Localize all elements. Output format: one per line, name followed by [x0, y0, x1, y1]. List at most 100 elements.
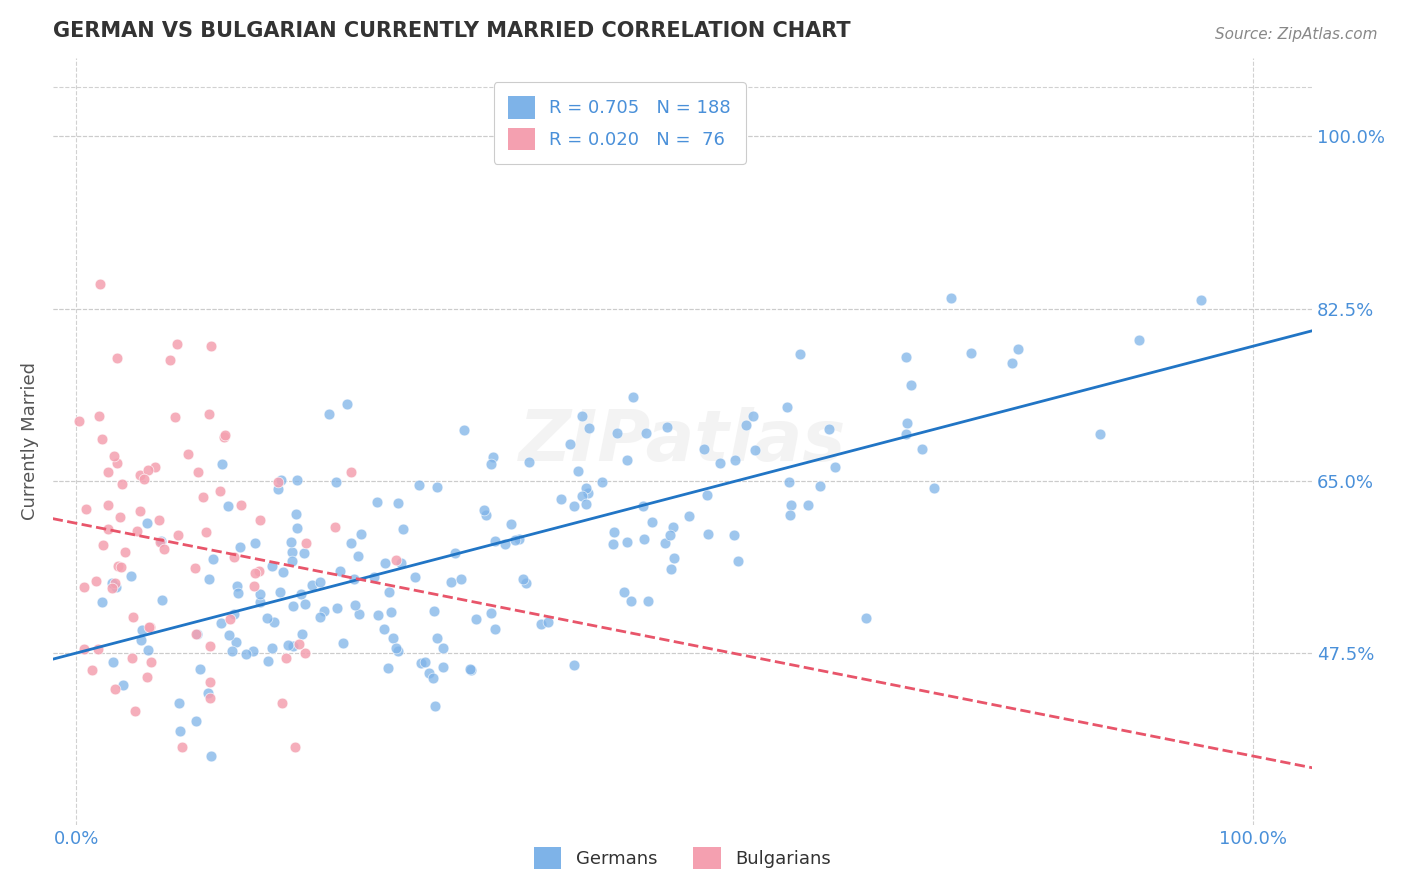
Point: [387, 496, 409, 510]
Point: [150, 592, 173, 607]
Point: [257, 654, 280, 668]
Point: [91, 432, 114, 446]
Point: [176, 447, 198, 461]
Point: [90, 595, 112, 609]
Point: [101, 655, 124, 669]
Point: [80, 664, 103, 678]
Point: [616, 534, 638, 549]
Point: [148, 513, 170, 527]
Point: [143, 460, 166, 475]
Point: [404, 570, 426, 584]
Point: [97, 522, 120, 536]
Point: [294, 647, 316, 661]
Point: [249, 587, 271, 601]
Point: [166, 336, 188, 351]
Point: [380, 605, 402, 619]
Point: [235, 647, 257, 661]
Point: [290, 586, 312, 600]
Point: [620, 594, 643, 608]
Point: [591, 475, 613, 489]
Point: [212, 429, 235, 443]
Point: [959, 345, 981, 359]
Point: [287, 473, 309, 487]
Point: [602, 537, 624, 551]
Point: [779, 498, 801, 512]
Point: [214, 428, 236, 442]
Point: [479, 606, 502, 620]
Point: [465, 611, 488, 625]
Point: [186, 714, 208, 729]
Point: [139, 655, 162, 669]
Point: [616, 453, 638, 467]
Point: [744, 442, 766, 457]
Point: [132, 472, 155, 486]
Point: [200, 640, 222, 654]
Point: [603, 524, 626, 539]
Point: [575, 482, 598, 496]
Point: [924, 481, 946, 495]
Point: [163, 409, 186, 424]
Point: [270, 474, 292, 488]
Point: [408, 477, 430, 491]
Point: [135, 671, 157, 685]
Point: [312, 604, 335, 618]
Point: [263, 615, 285, 629]
Point: [796, 498, 818, 512]
Point: [1189, 293, 1212, 308]
Point: [374, 556, 396, 570]
Point: [262, 559, 284, 574]
Point: [73, 642, 96, 657]
Point: [661, 562, 683, 576]
Point: [693, 442, 716, 456]
Point: [422, 603, 444, 617]
Point: [578, 420, 600, 434]
Point: [1088, 426, 1111, 441]
Point: [89, 277, 111, 291]
Point: [247, 564, 270, 578]
Point: [742, 409, 765, 424]
Point: [818, 422, 841, 436]
Point: [911, 442, 934, 456]
Point: [346, 549, 368, 563]
Point: [271, 565, 294, 579]
Point: [172, 739, 194, 754]
Point: [219, 612, 242, 626]
Point: [200, 749, 222, 764]
Point: [121, 651, 143, 665]
Point: [256, 611, 278, 625]
Point: [336, 396, 359, 410]
Point: [329, 564, 352, 578]
Point: [1001, 356, 1024, 370]
Point: [280, 554, 302, 568]
Point: [696, 488, 718, 502]
Point: [120, 569, 142, 583]
Point: [475, 508, 498, 522]
Text: ZIPatlas: ZIPatlas: [519, 407, 846, 476]
Point: [194, 524, 217, 539]
Point: [138, 620, 160, 634]
Point: [824, 460, 846, 475]
Point: [389, 556, 412, 570]
Point: [662, 551, 685, 566]
Point: [709, 456, 731, 470]
Point: [301, 577, 323, 591]
Point: [343, 572, 366, 586]
Point: [659, 528, 682, 542]
Point: [149, 535, 172, 549]
Point: [105, 351, 128, 366]
Point: [939, 291, 962, 305]
Point: [1007, 342, 1029, 356]
Point: [482, 450, 505, 464]
Point: [150, 534, 173, 549]
Point: [100, 581, 122, 595]
Point: [228, 541, 250, 555]
Point: [69, 414, 91, 428]
Point: [779, 508, 801, 523]
Point: [186, 627, 208, 641]
Point: [776, 400, 799, 414]
Point: [896, 416, 918, 430]
Point: [103, 449, 125, 463]
Point: [208, 484, 231, 499]
Point: [97, 465, 120, 479]
Point: [114, 544, 136, 558]
